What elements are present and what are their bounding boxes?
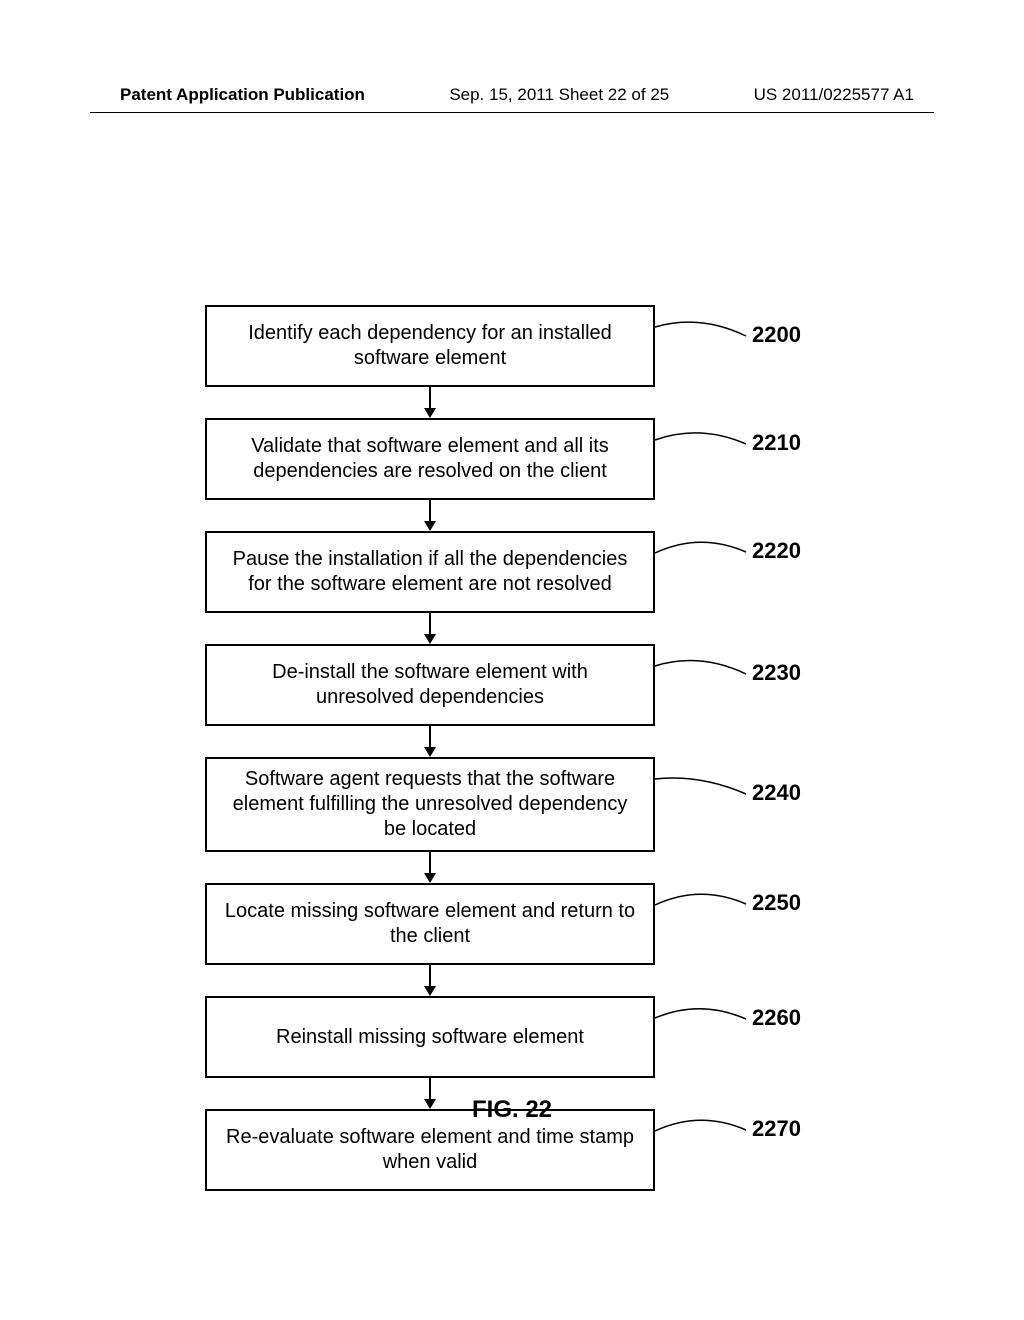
flow-arrow bbox=[429, 726, 431, 747]
patent-page: Patent Application Publication Sep. 15, … bbox=[0, 0, 1024, 1320]
flow-arrow bbox=[429, 613, 431, 634]
arrow-head-icon bbox=[424, 408, 436, 418]
flow-arrow bbox=[429, 852, 431, 873]
leader-line bbox=[650, 994, 756, 1029]
header-publication: Patent Application Publication bbox=[120, 85, 365, 105]
leader-line bbox=[650, 419, 756, 454]
page-header: Patent Application Publication Sep. 15, … bbox=[0, 85, 1024, 105]
flow-step-2240: Software agent requests that the softwar… bbox=[205, 757, 655, 852]
arrow-head-icon bbox=[424, 634, 436, 644]
header-sheet-info: Sep. 15, 2011 Sheet 22 of 25 bbox=[449, 85, 669, 105]
leader-line bbox=[650, 879, 756, 915]
leader-line bbox=[650, 309, 756, 346]
leader-line bbox=[650, 527, 756, 563]
flow-step-2220: Pause the installation if all the depend… bbox=[205, 531, 655, 613]
flow-arrow bbox=[429, 965, 431, 986]
flow-step-2260: Reinstall missing software element bbox=[205, 996, 655, 1078]
arrow-head-icon bbox=[424, 747, 436, 757]
header-patent-number: US 2011/0225577 A1 bbox=[754, 85, 914, 105]
flow-step-2200: Identify each dependency for an installe… bbox=[205, 305, 655, 387]
flow-arrow bbox=[429, 387, 431, 408]
flow-step-2230: De-install the software element with unr… bbox=[205, 644, 655, 726]
arrow-head-icon bbox=[424, 986, 436, 996]
arrow-head-icon bbox=[424, 873, 436, 883]
step-label-2220: 2220 bbox=[752, 538, 801, 564]
figure-caption: FIG. 22 bbox=[0, 1096, 1024, 1124]
flow-step-2250: Locate missing software element and retu… bbox=[205, 883, 655, 965]
leader-line bbox=[650, 647, 756, 684]
flow-arrow bbox=[429, 500, 431, 521]
step-label-2260: 2260 bbox=[752, 1005, 801, 1031]
header-rule bbox=[90, 112, 934, 113]
leader-line bbox=[650, 769, 756, 804]
step-label-2250: 2250 bbox=[752, 890, 801, 916]
step-label-2230: 2230 bbox=[752, 660, 801, 686]
step-label-2210: 2210 bbox=[752, 430, 801, 456]
step-label-2240: 2240 bbox=[752, 780, 801, 806]
flow-step-2210: Validate that software element and all i… bbox=[205, 418, 655, 500]
arrow-head-icon bbox=[424, 521, 436, 531]
step-label-2200: 2200 bbox=[752, 322, 801, 348]
